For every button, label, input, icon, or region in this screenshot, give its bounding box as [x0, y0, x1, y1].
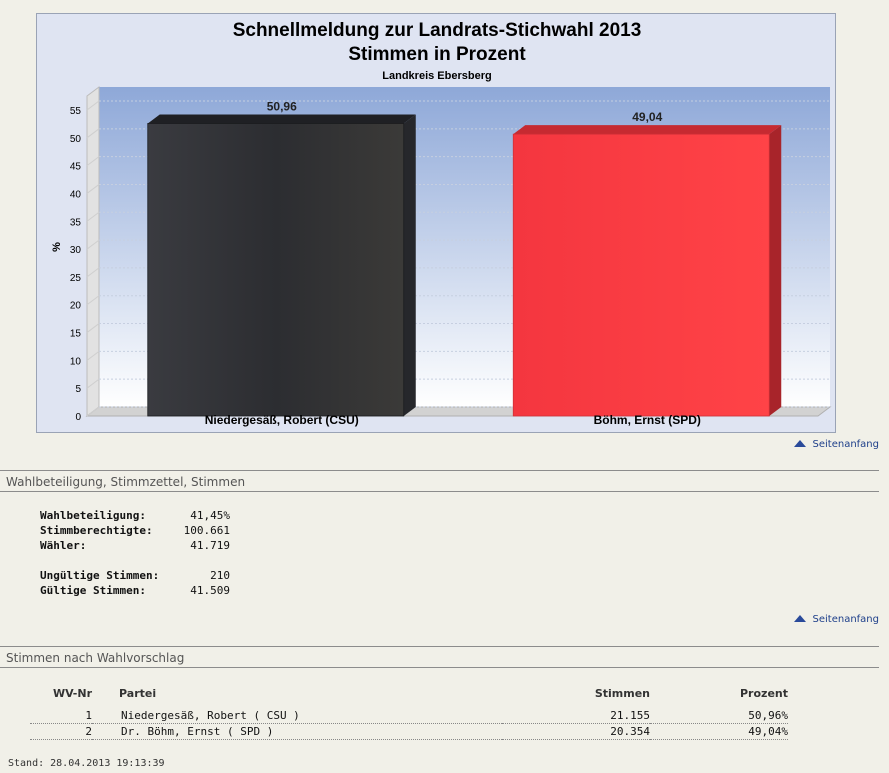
table-header-row: WV-Nr Partei Stimmen Prozent — [30, 684, 788, 702]
turnout-section-heading: Wahlbeteiligung, Stimmzettel, Stimmen — [0, 470, 879, 492]
back-to-top-label: Seitenanfang — [812, 614, 880, 625]
y-tick-label: 20 — [70, 301, 82, 312]
bar — [512, 133, 770, 417]
turnout-stats: Wahlbeteiligung: 41,45% Stimmberechtigte… — [40, 508, 230, 553]
cell-nr: 2 — [30, 723, 92, 740]
cell-stimmen: 20.354 — [502, 723, 650, 740]
cell-nr: 1 — [30, 708, 92, 724]
votes-table: WV-Nr Partei Stimmen Prozent 1 Niederges… — [30, 684, 788, 740]
votes-section-heading: Stimmen nach Wahlvorschlag — [0, 646, 879, 668]
gridline-side — [86, 378, 100, 389]
back-to-top-link-1[interactable]: Seitenanfang — [793, 439, 880, 450]
gridline-side — [86, 128, 100, 139]
data-label: 49,04 — [632, 110, 662, 124]
gridline-side — [86, 156, 100, 167]
stat-value: 41,45% — [190, 509, 230, 522]
stat-value: 210 — [210, 569, 230, 582]
stat-row: Ungültige Stimmen: 210 — [40, 568, 230, 583]
stat-row: Wähler: 41.719 — [40, 538, 230, 553]
cell-prozent: 49,04% — [650, 723, 788, 740]
gridline-side — [86, 350, 100, 361]
gridline-side — [86, 100, 100, 111]
stat-row: Gültige Stimmen: 41.509 — [40, 583, 230, 598]
y-tick-label: 50 — [70, 134, 82, 145]
y-tick-label: 0 — [75, 412, 81, 423]
stat-value: 100.661 — [183, 524, 230, 537]
y-tick-label: 25 — [70, 273, 82, 284]
bar-top — [513, 125, 782, 135]
gridline-side — [86, 267, 100, 278]
stat-label: Wahlbeteiligung: — [40, 509, 146, 522]
timestamp: Stand: 28.04.2013 19:13:39 — [8, 758, 165, 769]
gridline-side — [86, 406, 100, 417]
vote-validity-stats: Ungültige Stimmen: 210 Gültige Stimmen: … — [40, 568, 230, 598]
gridline-side — [86, 239, 100, 250]
stat-row: Stimmberechtigte: 100.661 — [40, 523, 230, 538]
bar-side — [769, 125, 782, 416]
gridline-side — [86, 184, 100, 194]
chart-title-line-2: Stimmen in Prozent — [348, 44, 526, 65]
chart-subtitle: Landkreis Ebersberg — [382, 70, 491, 82]
column-header-partei: Partei — [119, 686, 157, 700]
y-tick-label: 55 — [70, 106, 82, 117]
stat-row: Wahlbeteiligung: 41,45% — [40, 508, 230, 523]
bar-side — [403, 114, 416, 417]
y-tick-label: 40 — [70, 189, 82, 200]
stat-label: Gültige Stimmen: — [40, 584, 146, 597]
gridline-side — [86, 323, 100, 333]
chart-title: Schnellmeldung zur Landrats-Stichwahl 20… — [233, 20, 642, 41]
stat-value: 41.509 — [190, 584, 230, 597]
arrow-up-icon — [793, 440, 806, 447]
y-tick-label: 35 — [70, 217, 82, 228]
stat-label: Ungültige Stimmen: — [40, 569, 160, 582]
data-label: 50,96 — [267, 99, 297, 113]
back-to-top-link-2[interactable]: Seitenanfang — [793, 614, 880, 625]
x-tick-label: Niedergesäß, Robert (CSU) — [205, 413, 359, 427]
x-tick-label: Böhm, Ernst (SPD) — [594, 413, 701, 427]
gridline-side — [86, 295, 100, 306]
stat-value: 41.719 — [190, 539, 230, 552]
bar — [147, 123, 405, 417]
bar-top — [147, 114, 416, 124]
stat-label: Wähler: — [40, 539, 87, 552]
table-row: 2 Dr. Böhm, Ernst ( SPD ) 20.354 49,04% — [30, 723, 788, 740]
arrow-up-icon — [793, 615, 806, 622]
stat-label: Stimmberechtigte: — [40, 524, 153, 537]
cell-prozent: 50,96% — [650, 708, 788, 724]
table-row: 1 Niedergesäß, Robert ( CSU ) 21.155 50,… — [30, 708, 788, 724]
cell-partei: Dr. Böhm, Ernst ( SPD ) — [92, 723, 502, 740]
bar-chart: Schnellmeldung zur Landrats-Stichwahl 20… — [51, 20, 832, 427]
cell-stimmen: 21.155 — [502, 708, 650, 724]
column-header-prozent: Prozent — [740, 686, 788, 700]
back-to-top-label: Seitenanfang — [812, 439, 880, 450]
chart-panel: Schnellmeldung zur Landrats-Stichwahl 20… — [36, 13, 836, 433]
y-tick-label: 15 — [70, 329, 82, 340]
y-tick-label: 10 — [70, 356, 82, 367]
cell-partei: Niedergesäß, Robert ( CSU ) — [92, 708, 502, 724]
y-tick-label: 45 — [70, 162, 82, 173]
y-tick-label: 30 — [70, 245, 82, 256]
column-header-nr: WV-Nr — [52, 686, 92, 700]
column-header-stimmen: Stimmen — [594, 686, 650, 700]
gridline-side — [86, 211, 100, 222]
y-tick-label: 5 — [75, 384, 81, 395]
y-axis-label: % — [51, 242, 63, 252]
